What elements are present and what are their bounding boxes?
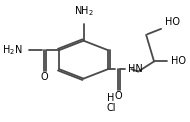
Text: HO: HO (171, 56, 186, 66)
Text: O: O (41, 72, 48, 82)
Text: NH$_2$: NH$_2$ (74, 4, 93, 18)
Text: O: O (115, 91, 123, 101)
Text: H: H (107, 93, 115, 103)
Text: H$_2$N: H$_2$N (2, 43, 23, 57)
Text: Cl: Cl (106, 103, 116, 113)
Text: HO: HO (165, 17, 180, 27)
Text: HN: HN (128, 64, 143, 74)
